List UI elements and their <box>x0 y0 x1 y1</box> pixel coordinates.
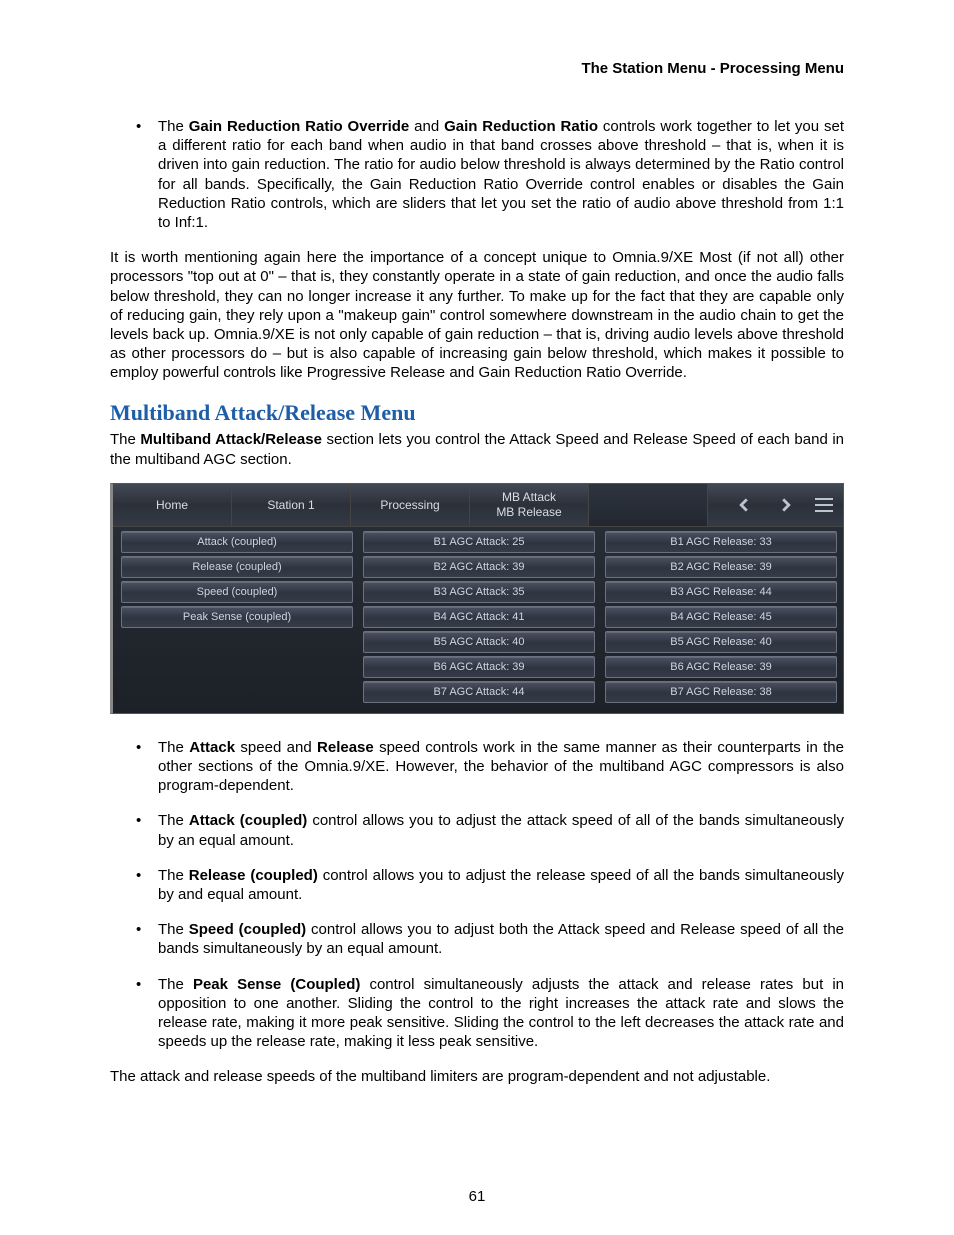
breadcrumb-row: Home Station 1 Processing MB Attack MB R… <box>113 484 843 527</box>
term: Peak Sense (Coupled) <box>193 976 360 993</box>
term: Speed (coupled) <box>189 921 306 938</box>
breadcrumb-spacer <box>589 484 708 526</box>
term: Attack (coupled) <box>189 812 307 829</box>
nav-prev-button[interactable] <box>731 495 757 515</box>
text: The <box>110 431 140 448</box>
intro-bullet-gain-ratio: The Gain Reduction Ratio Override and Ga… <box>158 117 844 232</box>
term: Release (coupled) <box>189 867 318 884</box>
b1-agc-attack-control[interactable]: B1 AGC Attack: 25 <box>363 531 595 553</box>
b1-agc-release-control[interactable]: B1 AGC Release: 33 <box>605 531 837 553</box>
b5-agc-attack-control[interactable]: B5 AGC Attack: 40 <box>363 631 595 653</box>
b3-agc-attack-control[interactable]: B3 AGC Attack: 35 <box>363 581 595 603</box>
bullet-release-coupled: The Release (coupled) control allows you… <box>158 866 844 904</box>
page-header: The Station Menu - Processing Menu <box>110 60 844 77</box>
bullet-peak-sense: The Peak Sense (Coupled) control simulta… <box>158 975 844 1052</box>
text: and <box>409 118 444 135</box>
release-coupled-control[interactable]: Release (coupled) <box>121 556 353 578</box>
b7-agc-attack-control[interactable]: B7 AGC Attack: 44 <box>363 681 595 703</box>
chevron-right-icon <box>779 498 793 512</box>
breadcrumb-station[interactable]: Station 1 <box>232 484 351 526</box>
menu-button[interactable] <box>815 498 833 512</box>
page-number: 61 <box>0 1188 954 1205</box>
text: The <box>158 976 193 993</box>
hamburger-icon <box>815 498 833 500</box>
breadcrumb-processing[interactable]: Processing <box>351 484 470 526</box>
b3-agc-release-control[interactable]: B3 AGC Release: 44 <box>605 581 837 603</box>
paragraph-omnia-concept: It is worth mentioning again here the im… <box>110 248 844 382</box>
term: Release <box>317 739 374 756</box>
bullet-attack-release: The Attack speed and Release speed contr… <box>158 738 844 796</box>
section-intro: The Multiband Attack/Release section let… <box>110 430 844 468</box>
speed-coupled-control[interactable]: Speed (coupled) <box>121 581 353 603</box>
text: speed and <box>235 739 317 756</box>
column-coupled: Attack (coupled) Release (coupled) Speed… <box>121 531 353 703</box>
column-attack: B1 AGC Attack: 25 B2 AGC Attack: 39 B3 A… <box>363 531 595 703</box>
term: Gain Reduction Ratio <box>444 118 598 135</box>
b6-agc-attack-control[interactable]: B6 AGC Attack: 39 <box>363 656 595 678</box>
text: The <box>158 867 189 884</box>
breadcrumb-current[interactable]: MB Attack MB Release <box>470 484 589 526</box>
b2-agc-attack-control[interactable]: B2 AGC Attack: 39 <box>363 556 595 578</box>
attack-coupled-control[interactable]: Attack (coupled) <box>121 531 353 553</box>
text: The <box>158 118 189 135</box>
b4-agc-attack-control[interactable]: B4 AGC Attack: 41 <box>363 606 595 628</box>
column-release: B1 AGC Release: 33 B2 AGC Release: 39 B3… <box>605 531 837 703</box>
ui-panel-mb-attack-release: Home Station 1 Processing MB Attack MB R… <box>110 483 844 714</box>
term: Attack <box>189 739 235 756</box>
b2-agc-release-control[interactable]: B2 AGC Release: 39 <box>605 556 837 578</box>
bullet-speed-coupled: The Speed (coupled) control allows you t… <box>158 920 844 958</box>
b4-agc-release-control[interactable]: B4 AGC Release: 45 <box>605 606 837 628</box>
term: Multiband Attack/Release <box>140 431 322 448</box>
breadcrumb-home[interactable]: Home <box>113 484 232 526</box>
section-title: Multiband Attack/Release Menu <box>110 400 844 426</box>
text: The <box>158 739 189 756</box>
chevron-left-icon <box>737 498 751 512</box>
bullet-attack-coupled: The Attack (coupled) control allows you … <box>158 811 844 849</box>
peak-sense-coupled-control[interactable]: Peak Sense (coupled) <box>121 606 353 628</box>
b5-agc-release-control[interactable]: B5 AGC Release: 40 <box>605 631 837 653</box>
term: Gain Reduction Ratio Override <box>189 118 410 135</box>
breadcrumb-nav <box>708 484 843 526</box>
controls-area: Attack (coupled) Release (coupled) Speed… <box>113 527 843 713</box>
breadcrumb-current-bottom: MB Release <box>496 505 561 519</box>
text: The <box>158 921 189 938</box>
breadcrumb-current-top: MB Attack <box>502 490 556 504</box>
nav-next-button[interactable] <box>773 495 799 515</box>
b7-agc-release-control[interactable]: B7 AGC Release: 38 <box>605 681 837 703</box>
paragraph-limiters: The attack and release speeds of the mul… <box>110 1067 844 1086</box>
b6-agc-release-control[interactable]: B6 AGC Release: 39 <box>605 656 837 678</box>
text: The <box>158 812 189 829</box>
